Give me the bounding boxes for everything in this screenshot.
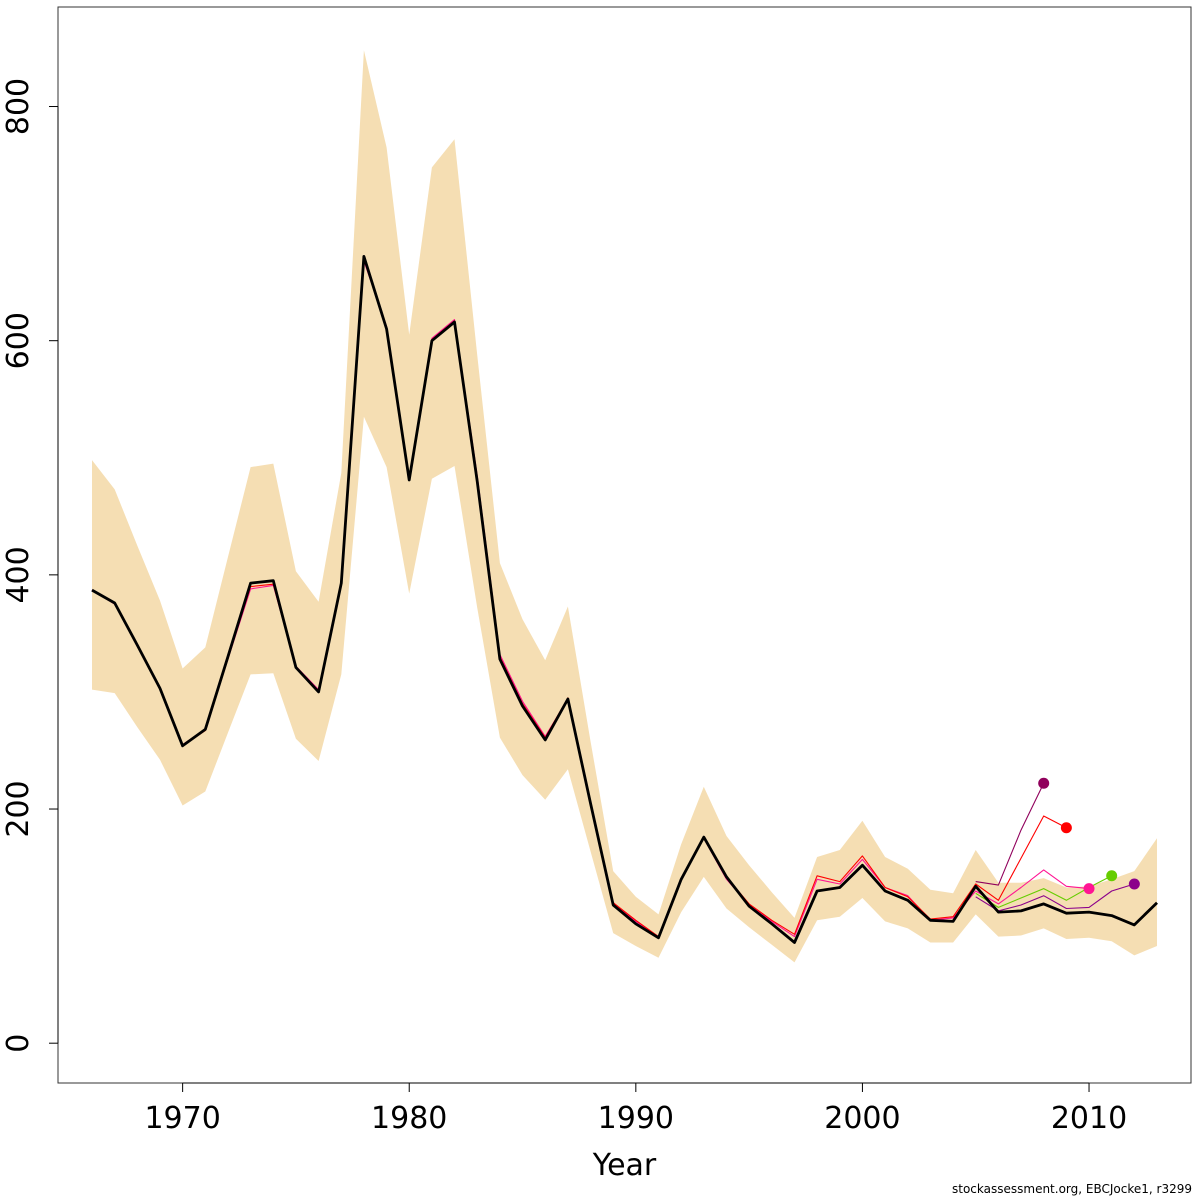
- y-tick-label: 800: [1, 78, 36, 135]
- endpoint-marker-2: [1060, 822, 1072, 834]
- x-tick-label: 2010: [1051, 1101, 1127, 1136]
- endpoint-marker-5: [1128, 878, 1140, 890]
- y-tick-label: 600: [1, 312, 36, 369]
- x-tick-label: 1980: [371, 1101, 447, 1136]
- footer-credit: stockassessment.org, EBCJocke1, r3299: [952, 1182, 1192, 1196]
- series-line-peel-4: [975, 883, 1135, 912]
- endpoint-marker-4: [1106, 870, 1118, 882]
- endpoint-marker-1: [1038, 777, 1050, 789]
- y-tick-label: 200: [1, 780, 36, 837]
- series-line-peel-5: [975, 783, 1045, 886]
- x-tick-label: 1970: [144, 1101, 220, 1136]
- endpoint-marker-3: [1083, 883, 1095, 895]
- y-axis: 0 200 400 600 800: [1, 78, 59, 1053]
- series-layer: [91, 254, 1158, 944]
- x-axis-title: Year: [592, 1148, 657, 1183]
- endpoint-layer: [1038, 777, 1140, 895]
- y-tick-label: 400: [1, 546, 36, 603]
- x-tick-label: 1990: [598, 1101, 674, 1136]
- y-tick-label: 0: [1, 1034, 36, 1053]
- confidence-band-layer: [92, 50, 1157, 963]
- x-axis: 1970 1980 1990 2000 2010: [144, 1082, 1127, 1136]
- x-tick-label: 2000: [824, 1101, 900, 1136]
- confidence-band: [92, 50, 1157, 963]
- series-line-main: [91, 254, 1158, 944]
